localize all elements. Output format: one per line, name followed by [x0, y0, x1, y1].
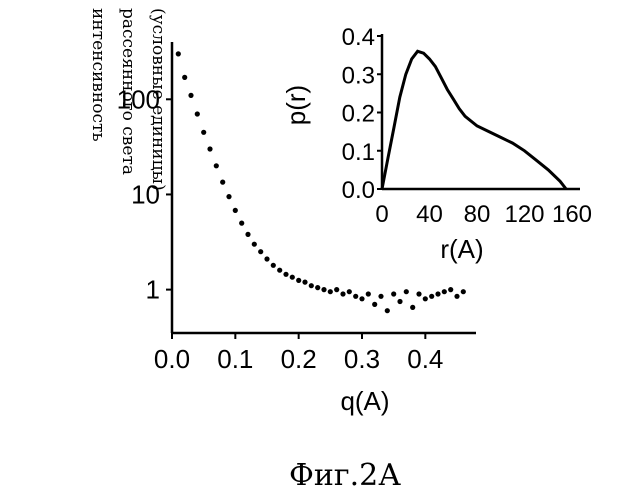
inset-x-tick-label: 120: [504, 201, 544, 228]
data-point: [422, 296, 428, 302]
data-point: [321, 287, 327, 293]
data-point: [391, 291, 397, 297]
inset-xlabel: r(A): [440, 234, 483, 264]
inset-x-tick-label: 80: [464, 201, 491, 228]
inset-chart: 0 40 80 120 160 0.0 0.1 0.2 0.3 0.4 p(r) r(A): [281, 24, 592, 264]
data-point: [429, 293, 435, 299]
inset-x-ticks: 0 40 80 120 160: [375, 201, 592, 228]
data-point: [175, 51, 181, 57]
data-point: [277, 267, 283, 273]
inset-y-ticks: 0.0 0.1 0.2 0.3 0.4: [342, 24, 382, 204]
data-point: [403, 289, 409, 295]
data-point: [232, 207, 238, 213]
main-ylabel-line-1: интенсивность: [88, 8, 108, 142]
data-point: [372, 301, 378, 307]
inset-x-tick-label: 160: [552, 201, 592, 228]
main-xlabel: q(A): [340, 386, 389, 416]
x-tick-label: 0.2: [281, 344, 317, 374]
data-point: [226, 194, 232, 200]
data-point: [201, 129, 207, 135]
inset-x-tick-label: 40: [416, 201, 443, 228]
data-point: [378, 293, 384, 299]
main-ylabel-line-3: (условные единицы): [148, 8, 168, 191]
data-point: [334, 287, 340, 293]
x-tick-label: 0.0: [154, 344, 190, 374]
main-chart: 0.0 0.1 0.2 0.3 0.4 1 10 100 q(A): [117, 42, 476, 416]
data-point: [397, 298, 403, 305]
data-point: [220, 179, 226, 185]
inset-x-tick-label: 0: [375, 201, 388, 228]
x-tick-label: 0.3: [344, 344, 380, 374]
data-point: [315, 285, 321, 291]
data-point: [435, 291, 441, 297]
data-point: [194, 111, 200, 117]
data-point: [251, 241, 257, 247]
data-point: [213, 163, 219, 169]
data-point: [245, 231, 251, 237]
y-tick-label: 10: [131, 179, 160, 209]
data-point: [258, 249, 264, 255]
data-point: [384, 308, 390, 314]
figure-caption: Фиг.2А: [289, 458, 401, 493]
data-point: [270, 262, 276, 268]
inset-y-tick-label: 0.3: [342, 62, 375, 89]
inset-curve: [380, 49, 568, 190]
inset-ylabel: p(r): [281, 85, 311, 125]
data-point: [448, 287, 454, 293]
main-x-ticks: 0.0 0.1 0.2 0.3 0.4: [154, 333, 443, 374]
data-point: [365, 291, 371, 297]
inset-y-tick-label: 0.1: [342, 139, 375, 166]
data-point: [289, 274, 295, 280]
inset-y-tick-label: 0.2: [342, 101, 375, 128]
main-y-ticks: 1 10 100: [117, 84, 172, 305]
data-point: [296, 277, 302, 283]
data-point: [239, 220, 245, 226]
y-tick-label: 1: [146, 275, 160, 305]
data-point: [359, 296, 365, 302]
main-ylabel-line-2: рассеянного света: [118, 8, 138, 175]
data-point: [188, 92, 194, 98]
main-ylabel: интенсивность рассеянного света (условны…: [88, 8, 168, 191]
inset-y-tick-label: 0.4: [342, 24, 375, 51]
data-point: [207, 146, 213, 152]
data-point: [264, 256, 270, 262]
x-tick-label: 0.1: [217, 344, 253, 374]
data-point: [182, 74, 188, 80]
data-point: [353, 293, 359, 299]
data-point: [308, 283, 314, 289]
data-point: [302, 279, 308, 285]
inset-y-tick-label: 0.0: [342, 177, 375, 204]
data-point: [340, 291, 346, 297]
data-point: [460, 289, 466, 295]
data-point: [416, 291, 422, 297]
data-point: [441, 289, 447, 295]
data-point: [454, 293, 460, 299]
data-point: [283, 271, 289, 277]
data-point: [327, 289, 333, 295]
data-point: [410, 304, 416, 310]
main-points: [175, 51, 466, 314]
y-tick-label: 100: [117, 84, 160, 114]
x-tick-label: 0.4: [407, 344, 443, 374]
data-point: [346, 289, 352, 295]
